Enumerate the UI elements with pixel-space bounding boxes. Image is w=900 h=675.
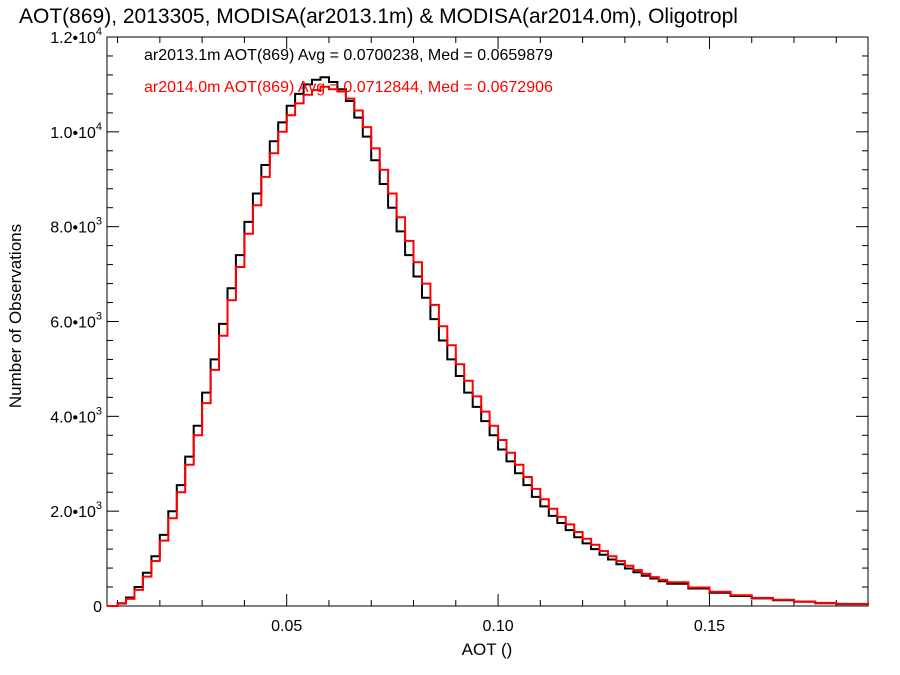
chart-title: AOT(869), 2013305, MODISA(ar2013.1m) & M…	[19, 5, 738, 28]
y-tick-label: 4.0•103	[50, 405, 102, 426]
legend-entry-ar2013: ar2013.1m AOT(869) Avg = 0.0700238, Med …	[144, 47, 553, 64]
plot-frame	[106, 36, 869, 607]
y-tick-label: 1.0•104	[50, 121, 102, 142]
legend-entry-ar2014: ar2014.0m AOT(869) Avg = 0.0712844, Med …	[144, 79, 553, 96]
y-tick-label: 1.2•104	[50, 26, 102, 47]
y-axis-label: Number of Observations	[6, 224, 25, 408]
plot-area: 0.05 0.10 0.15 0 2.0•103 4.0•103 6.0•103 8.0•10…	[50, 26, 869, 635]
x-tick-label: 0.15	[694, 618, 725, 635]
y-tick-label: 8.0•103	[50, 216, 102, 237]
y-tick-label: 6.0•103	[50, 311, 102, 332]
series-line-ar2013	[107, 76, 869, 607]
series-line-ar2014	[107, 85, 869, 607]
y-tick-label: 0	[93, 599, 102, 616]
x-tick-label: 0.05	[271, 618, 302, 635]
x-tick-label: 0.10	[482, 618, 513, 635]
y-tick-label: 2.0•103	[50, 500, 102, 521]
x-axis-label: AOT ()	[462, 640, 513, 659]
